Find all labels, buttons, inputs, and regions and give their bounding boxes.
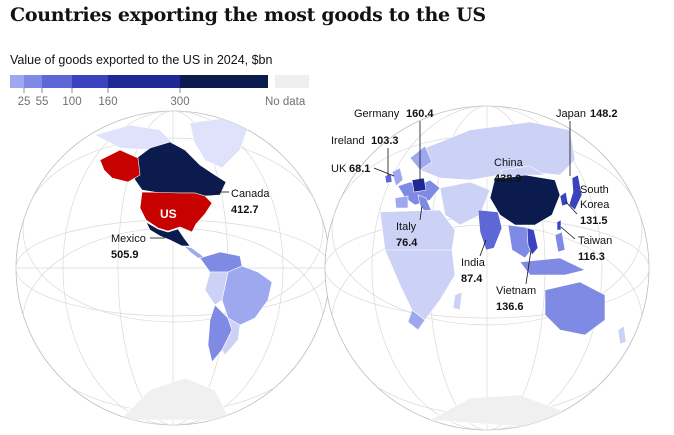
madagascar bbox=[452, 291, 463, 311]
taiwan-value: 116.3 bbox=[578, 251, 605, 263]
china-name: China bbox=[494, 157, 524, 169]
uk-name: UK bbox=[331, 163, 347, 175]
chart-title: Countries exporting the most goods to th… bbox=[10, 4, 486, 26]
italy-value: 76.4 bbox=[396, 237, 418, 249]
ireland-name: Ireland bbox=[331, 135, 365, 147]
indonesia bbox=[519, 257, 586, 276]
legend-swatch bbox=[42, 75, 72, 88]
alaska-shape bbox=[99, 149, 141, 183]
new-zealand bbox=[617, 325, 627, 345]
brazil bbox=[221, 265, 273, 326]
south-korea-value: 131.5 bbox=[580, 215, 608, 227]
americas-labels: US Canada 412.7 Mexico 505.9 bbox=[111, 188, 270, 261]
mongolia bbox=[499, 165, 547, 179]
china-shape bbox=[489, 174, 561, 226]
italy-leader-line bbox=[419, 205, 423, 221]
uk-shape bbox=[391, 167, 404, 187]
canada-name: Canada bbox=[231, 188, 270, 200]
chart-subtitle: Value of goods exported to the US in 202… bbox=[10, 53, 273, 67]
legend-swatch bbox=[24, 75, 42, 88]
south-korea-name-line2: Korea bbox=[580, 199, 610, 211]
mexico-name: Mexico bbox=[111, 233, 146, 245]
taiwan-name: Taiwan bbox=[578, 235, 612, 247]
uk-value: 68.1 bbox=[349, 163, 370, 175]
legend-no-data-swatch bbox=[275, 75, 309, 88]
south-korea-leader-line bbox=[565, 201, 578, 215]
legend-tick-label: 55 bbox=[36, 96, 49, 108]
australia bbox=[544, 281, 606, 336]
vietnam-name: Vietnam bbox=[496, 285, 536, 297]
ireland-value: 103.3 bbox=[371, 135, 399, 147]
germany-name: Germany bbox=[354, 108, 400, 120]
south-africa bbox=[407, 309, 426, 331]
legend-swatch bbox=[180, 75, 268, 88]
antarctica-left bbox=[119, 377, 231, 421]
ireland-shape bbox=[384, 173, 393, 184]
spain-shape bbox=[394, 195, 409, 209]
india-name: India bbox=[461, 257, 486, 269]
philippines bbox=[554, 231, 566, 253]
legend-no-data-label: No data bbox=[265, 96, 306, 108]
north-africa bbox=[379, 209, 456, 256]
uk-leader-line bbox=[373, 167, 395, 177]
peru-bolivia bbox=[204, 271, 229, 306]
us-shape bbox=[139, 191, 213, 233]
japan-shape bbox=[568, 174, 583, 211]
vietnam-leader-line bbox=[525, 249, 532, 285]
us-label: US bbox=[160, 207, 177, 221]
russia bbox=[419, 121, 576, 181]
germany-value: 160.4 bbox=[406, 108, 434, 120]
eurasia-globe: Germany 160.4 Ireland 103.3 UK 68.1 Ital… bbox=[324, 105, 650, 431]
americas-globe: US Canada 412.7 Mexico 505.9 bbox=[15, 110, 331, 426]
legend-tick-label: 100 bbox=[62, 96, 81, 108]
japan-name: Japan bbox=[556, 108, 586, 120]
eurasia-labels: Germany 160.4 Ireland 103.3 UK 68.1 Ital… bbox=[331, 108, 618, 313]
vietnam-shape bbox=[526, 227, 539, 256]
italy-name: Italy bbox=[396, 221, 417, 233]
canada-value: 412.7 bbox=[231, 204, 259, 216]
legend-tick-label: 300 bbox=[170, 96, 189, 108]
taiwan-leader-line bbox=[560, 226, 576, 240]
china-value: 438.9 bbox=[494, 173, 522, 185]
south-korea-name-line1: South bbox=[580, 184, 609, 196]
vietnam-value: 136.6 bbox=[496, 301, 524, 313]
japan-value: 148.2 bbox=[590, 108, 618, 120]
taiwan-shape bbox=[556, 219, 562, 231]
canada-shape bbox=[129, 141, 227, 197]
mexico-value: 505.9 bbox=[111, 249, 139, 261]
mexico-shape bbox=[145, 221, 191, 247]
legend-tick-label: 160 bbox=[98, 96, 117, 108]
india-leader-line bbox=[479, 239, 487, 257]
india-value: 87.4 bbox=[461, 273, 483, 285]
color-legend: 25 55 100 160 300 No data bbox=[10, 75, 309, 108]
germany-shape bbox=[411, 177, 427, 193]
legend-swatch bbox=[72, 75, 108, 88]
legend-swatch bbox=[10, 75, 24, 88]
legend-tick-label: 25 bbox=[18, 96, 31, 108]
legend-swatch bbox=[108, 75, 180, 88]
argentina bbox=[221, 317, 241, 356]
sub-saharan-africa bbox=[384, 249, 456, 321]
